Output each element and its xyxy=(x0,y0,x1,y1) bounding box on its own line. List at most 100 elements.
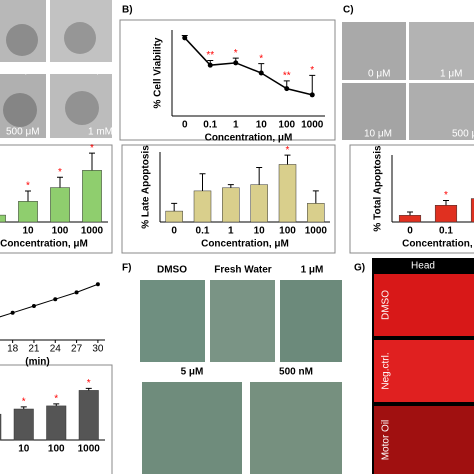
x-tick-label: 100 xyxy=(279,226,296,237)
error-bar xyxy=(256,167,263,185)
bar xyxy=(278,164,297,223)
error-bar xyxy=(20,406,27,409)
photo xyxy=(142,382,242,474)
panel-f: F) DMSO Fresh Water 1 μM 5 μM 500 nM xyxy=(122,263,342,474)
significance: * xyxy=(26,181,30,192)
error-bar xyxy=(407,211,413,216)
panel-g: G) Head DMSO Neg.ctrl. Motor Oil xyxy=(354,258,474,474)
x-tick-label: 0 xyxy=(182,120,188,131)
x-axis-label: Concentration, μM xyxy=(201,239,289,250)
panel-label: B) xyxy=(122,5,133,16)
x-tick-label: 21 xyxy=(28,344,40,355)
marker xyxy=(95,282,100,287)
bar xyxy=(165,210,183,223)
cell-cluster xyxy=(3,93,37,127)
significance: * xyxy=(54,393,58,404)
error-bar xyxy=(207,59,214,66)
micrograph xyxy=(342,22,406,80)
error-bar xyxy=(309,74,316,95)
error-bar xyxy=(227,184,234,188)
marker xyxy=(53,297,58,302)
image-label: 10 μM xyxy=(364,129,392,140)
significance: * xyxy=(90,143,94,154)
image-label: 1 μM xyxy=(88,65,110,76)
panel-label: C) xyxy=(343,5,354,16)
bar xyxy=(193,190,212,223)
micrograph xyxy=(409,83,474,140)
cell-cluster xyxy=(6,24,38,56)
photo xyxy=(210,280,275,362)
error-bar xyxy=(443,200,449,206)
bar xyxy=(13,408,34,441)
significance: * xyxy=(87,378,91,389)
line xyxy=(0,283,99,318)
error-bar xyxy=(199,173,206,191)
x-tick-label: 100 xyxy=(52,226,69,237)
panel-c: C) 0 μM 1 μM 10 μM 500 μM xyxy=(342,5,474,140)
x-axis-label: Concentration, μM xyxy=(402,239,474,250)
row-label: Neg.ctrl. xyxy=(381,352,392,389)
x-tick-label: 1000 xyxy=(81,226,104,237)
photo xyxy=(250,382,342,474)
bar xyxy=(18,201,38,223)
bar xyxy=(78,390,99,441)
bar xyxy=(307,203,325,223)
y-axis-label: % Late Apoptosis xyxy=(141,145,152,229)
image-label: DMSO xyxy=(157,265,187,276)
x-tick-label: 10 xyxy=(22,226,34,237)
image-label: 0.1 μM xyxy=(8,65,39,76)
error-bar xyxy=(57,176,63,188)
significance: * xyxy=(286,145,290,156)
fluorescence-image xyxy=(374,274,474,336)
bar xyxy=(222,187,240,223)
bar xyxy=(50,187,70,223)
x-tick-label: 0.1 xyxy=(196,226,210,237)
marker xyxy=(74,290,79,295)
image-label: 500 μM xyxy=(6,127,40,138)
significance: ** xyxy=(206,50,214,61)
error-bar xyxy=(258,63,265,73)
image-label: 500 nM xyxy=(279,367,313,378)
fluorescence-image xyxy=(374,406,474,474)
x-tick-label: 1000 xyxy=(305,226,328,237)
cell-cluster xyxy=(64,22,96,54)
x-tick-label: 30 xyxy=(92,344,104,355)
micrograph xyxy=(409,22,474,80)
panel-label: F) xyxy=(122,263,131,274)
bar xyxy=(470,198,474,223)
line xyxy=(184,37,313,96)
x-tick-label: 18 xyxy=(7,344,19,355)
panel-frame xyxy=(121,144,336,254)
x-tick-label: 27 xyxy=(71,344,83,355)
column-title: Head xyxy=(411,261,435,272)
y-axis-label: % Cell Viability xyxy=(153,37,164,108)
error-bar xyxy=(89,152,95,171)
x-tick-label: 100 xyxy=(48,444,65,455)
significance: * xyxy=(259,53,263,64)
y-axis-label: % Total Apoptosis xyxy=(373,145,384,232)
x-axis-label: (min) xyxy=(25,357,49,368)
panel-frame xyxy=(119,19,336,141)
error-bar xyxy=(171,202,178,212)
bar xyxy=(0,413,2,441)
x-tick-label: 1 xyxy=(228,226,234,237)
bar xyxy=(0,214,6,223)
bar xyxy=(434,205,458,223)
x-tick-label: 0.1 xyxy=(439,226,453,237)
x-axis-label: Concentration, μM xyxy=(0,239,88,250)
marker xyxy=(10,310,15,315)
panel-frame xyxy=(0,144,113,254)
x-tick-label: 0 xyxy=(407,226,413,237)
fluorescence-image xyxy=(374,340,474,402)
image-label: 1 μM xyxy=(440,69,462,80)
bar xyxy=(250,184,268,223)
panel-frame xyxy=(349,144,474,254)
x-tick-label: 1000 xyxy=(301,120,324,131)
marker xyxy=(31,304,36,308)
bar xyxy=(46,405,67,441)
x-tick-label: 24 xyxy=(50,344,62,355)
micrograph xyxy=(342,83,406,140)
panel-frame xyxy=(0,364,113,474)
error-bar xyxy=(181,34,188,38)
